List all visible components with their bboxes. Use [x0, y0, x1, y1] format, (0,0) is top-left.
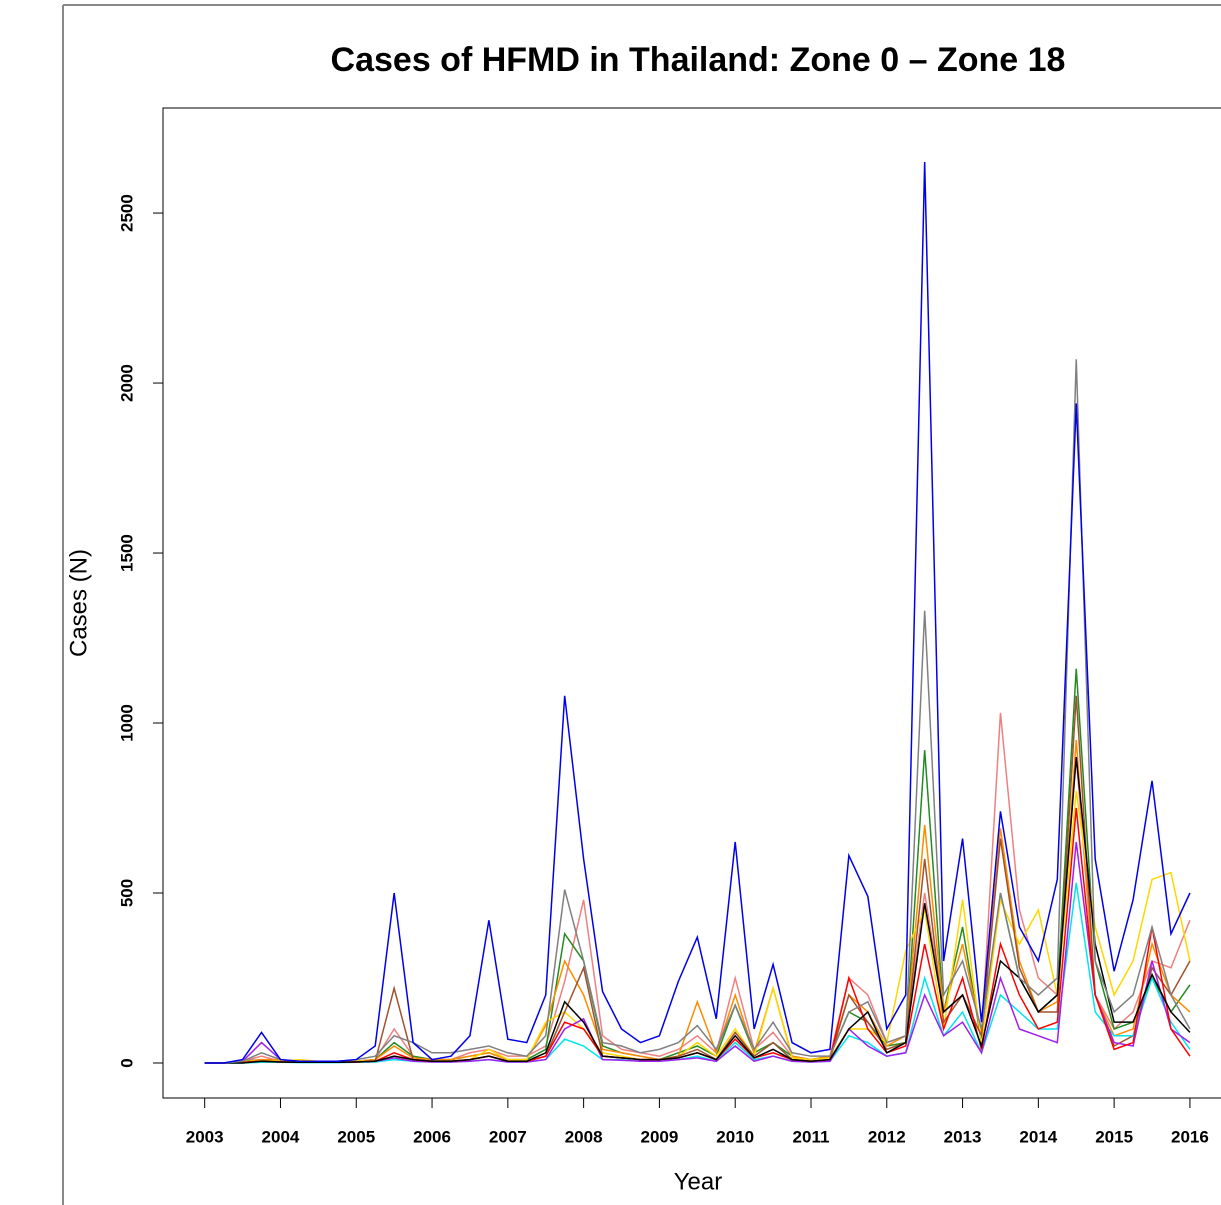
series-line — [204, 756, 1191, 1064]
y-tick-label: 1500 — [117, 534, 136, 572]
series-line — [204, 739, 1191, 1064]
x-tick-label: 2007 — [489, 1127, 527, 1146]
x-tick-label: 2005 — [337, 1127, 375, 1146]
x-tick-label: 2003 — [186, 1127, 224, 1146]
y-tick-label: 2000 — [117, 364, 136, 402]
series-line — [204, 162, 1191, 1064]
series-line — [204, 841, 1191, 1064]
x-axis-label: Year — [674, 1168, 723, 1195]
y-axis-label: Cases (N) — [65, 549, 92, 657]
x-tick-label: 2010 — [716, 1127, 754, 1146]
x-tick-label: 2014 — [1019, 1127, 1057, 1146]
y-tick-label: 2500 — [117, 194, 136, 232]
x-tick-label: 2016 — [1171, 1127, 1209, 1146]
series-group — [204, 162, 1191, 1064]
series-line — [204, 790, 1191, 1064]
x-tick-label: 2012 — [868, 1127, 906, 1146]
y-tick-label: 1000 — [117, 704, 136, 742]
x-tick-label: 2004 — [262, 1127, 300, 1146]
x-tick-label: 2008 — [565, 1127, 603, 1146]
chart-title: Cases of HFMD in Thailand: Zone 0 – Zone… — [331, 41, 1066, 79]
x-tick-label: 2009 — [640, 1127, 678, 1146]
y-tick-label: 0 — [117, 1058, 136, 1067]
y-tick-label: 500 — [117, 879, 136, 907]
series-line — [204, 359, 1191, 1064]
x-tick-label: 2011 — [793, 1127, 830, 1146]
x-tick-label: 2015 — [1095, 1127, 1133, 1146]
plot-box — [162, 107, 1221, 1099]
x-tick-label: 2006 — [413, 1127, 451, 1146]
x-tick-label: 2013 — [944, 1127, 982, 1146]
